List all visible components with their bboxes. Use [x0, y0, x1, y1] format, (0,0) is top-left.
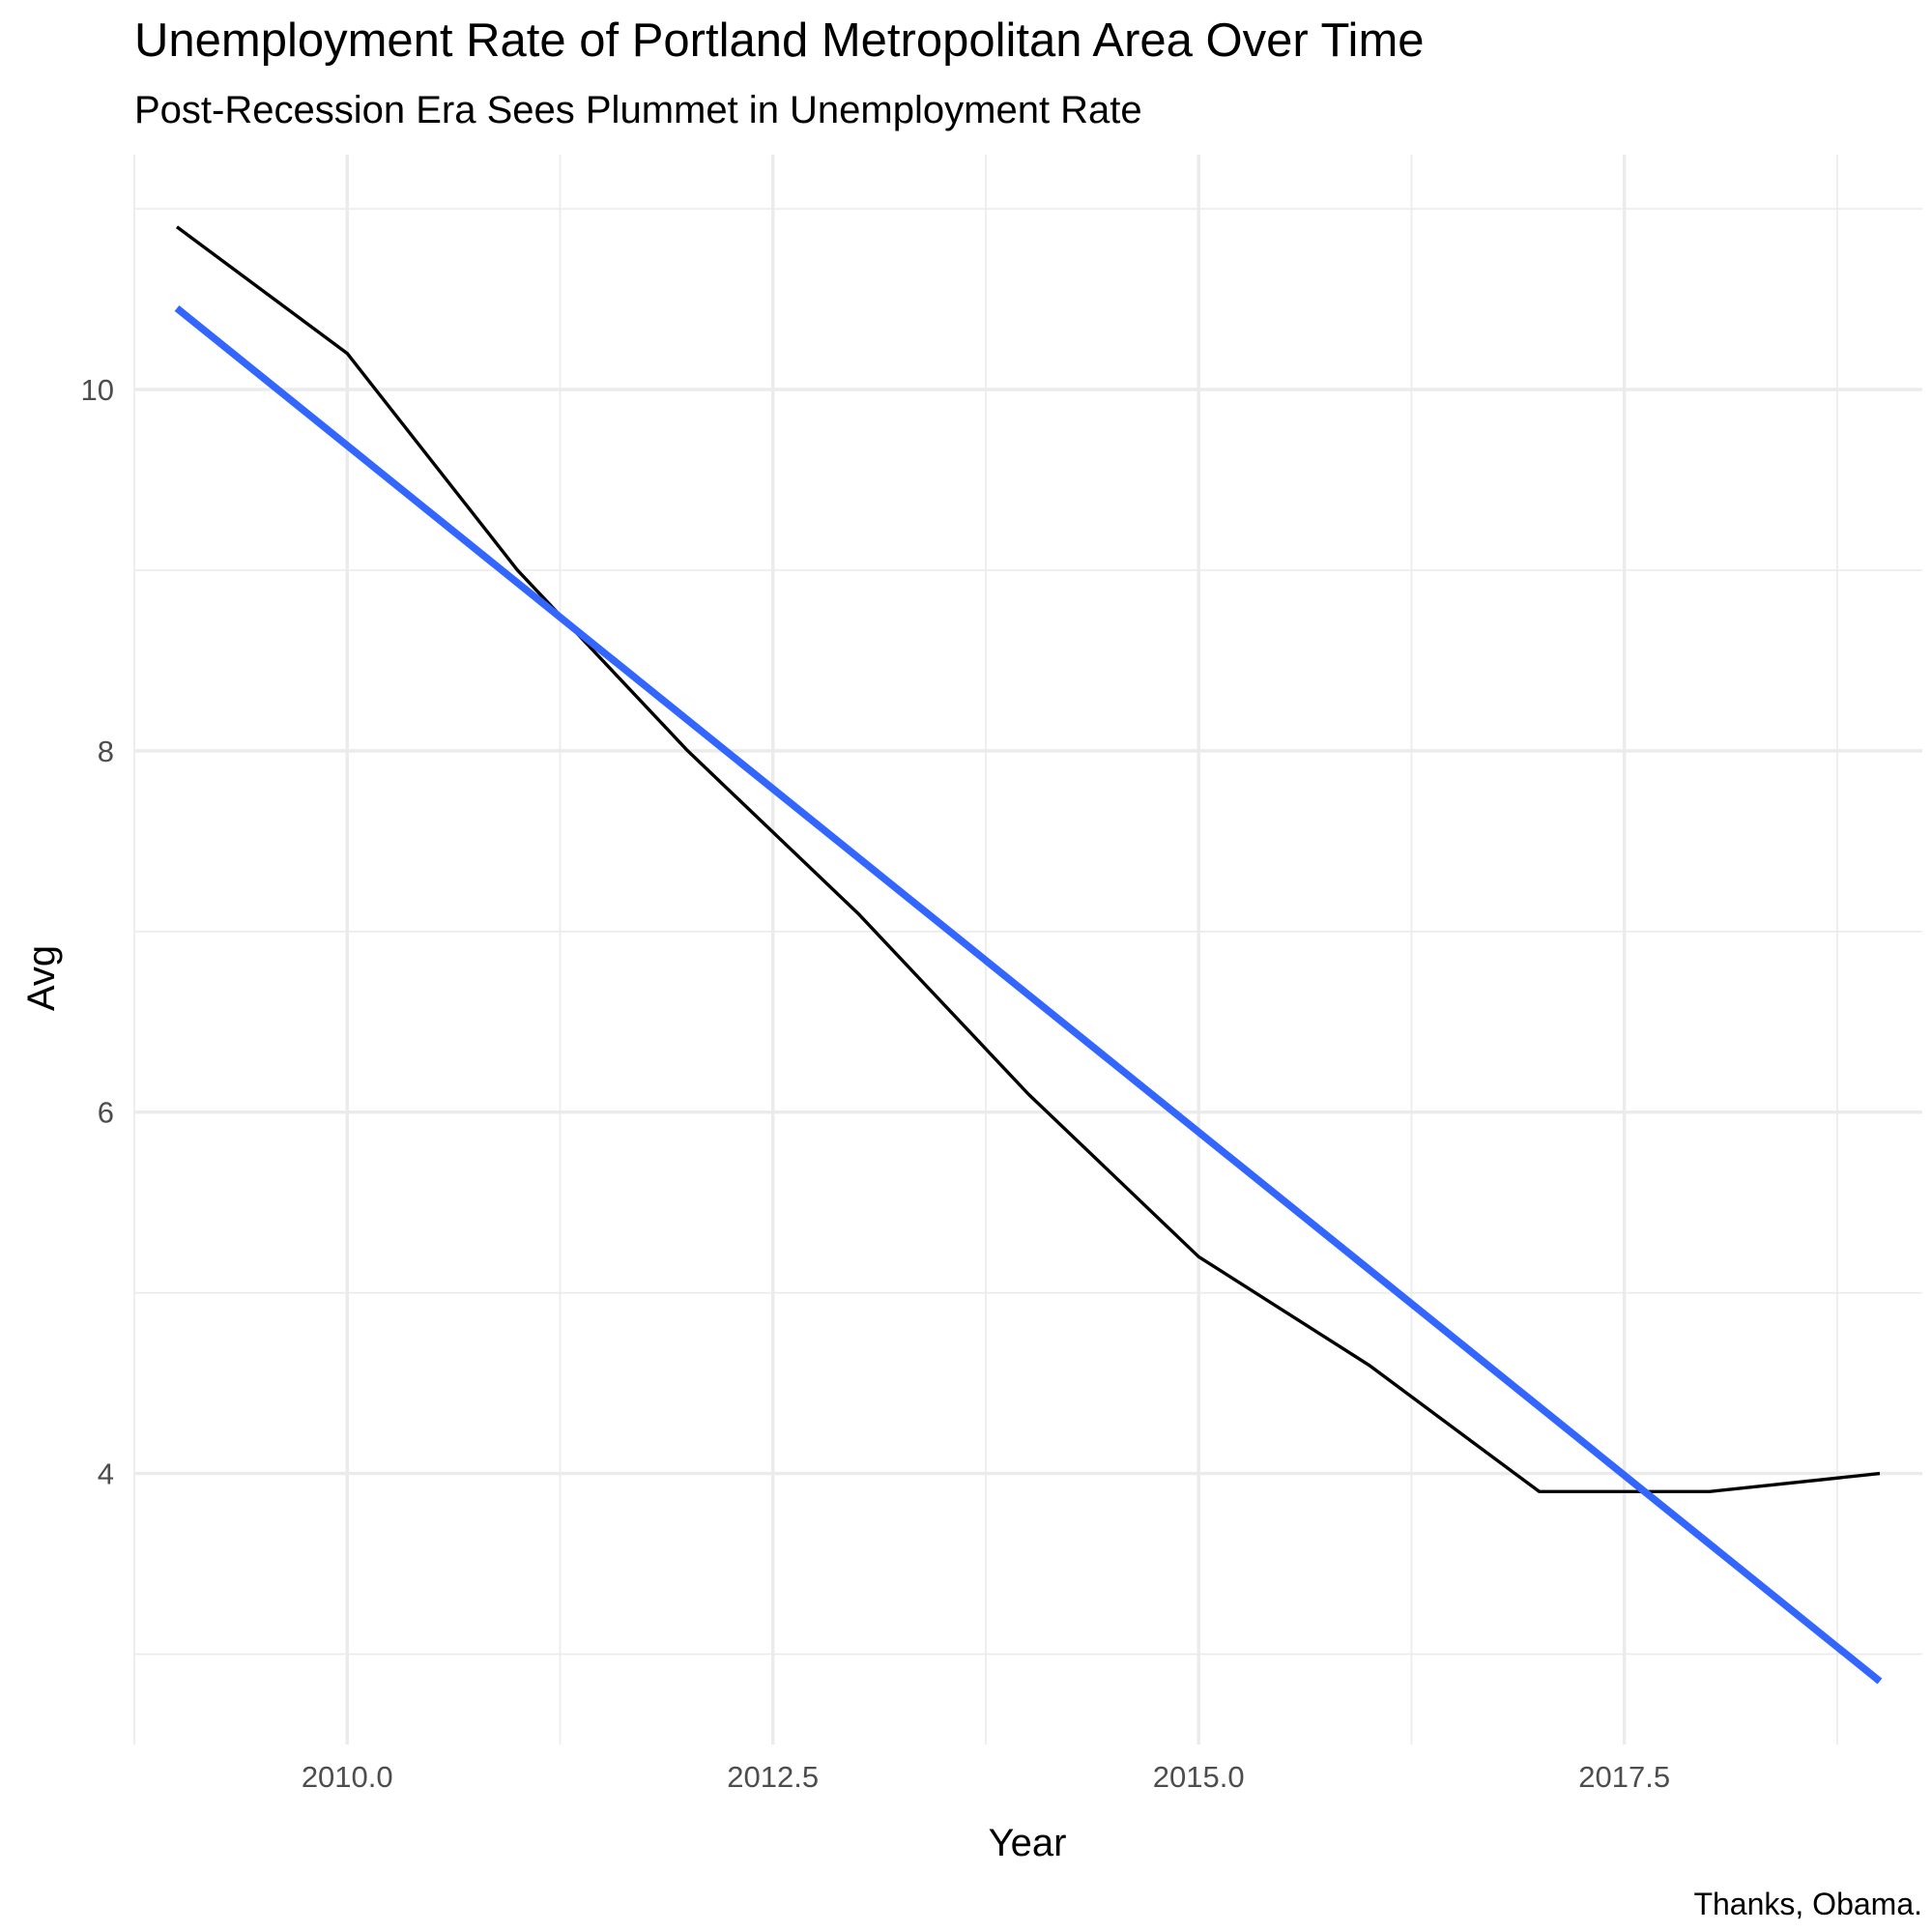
y-tick-label: 6 [98, 1096, 114, 1130]
x-tick-label: 2010.0 [302, 1760, 393, 1794]
x-axis-title: Year [989, 1822, 1067, 1864]
y-tick-label: 8 [98, 735, 114, 768]
y-tick-label: 4 [98, 1457, 114, 1491]
chart-subtitle: Post-Recession Era Sees Plummet in Unemp… [134, 89, 1142, 131]
y-axis-title: Avg [20, 945, 63, 1011]
y-tick-label: 10 [81, 373, 114, 407]
plot-area: 4 6 8 10 2010.0 2012.5 2015.0 2017.5 [81, 155, 1922, 1794]
chart-caption: Thanks, Obama. [1693, 1887, 1922, 1921]
x-tick-label: 2017.5 [1578, 1760, 1670, 1794]
chart-title: Unemployment Rate of Portland Metropolit… [134, 14, 1425, 67]
series-line [175, 225, 1881, 1494]
x-tick-label: 2015.0 [1153, 1760, 1245, 1794]
trend-line [174, 304, 1883, 1685]
x-tick-label: 2012.5 [727, 1760, 819, 1794]
